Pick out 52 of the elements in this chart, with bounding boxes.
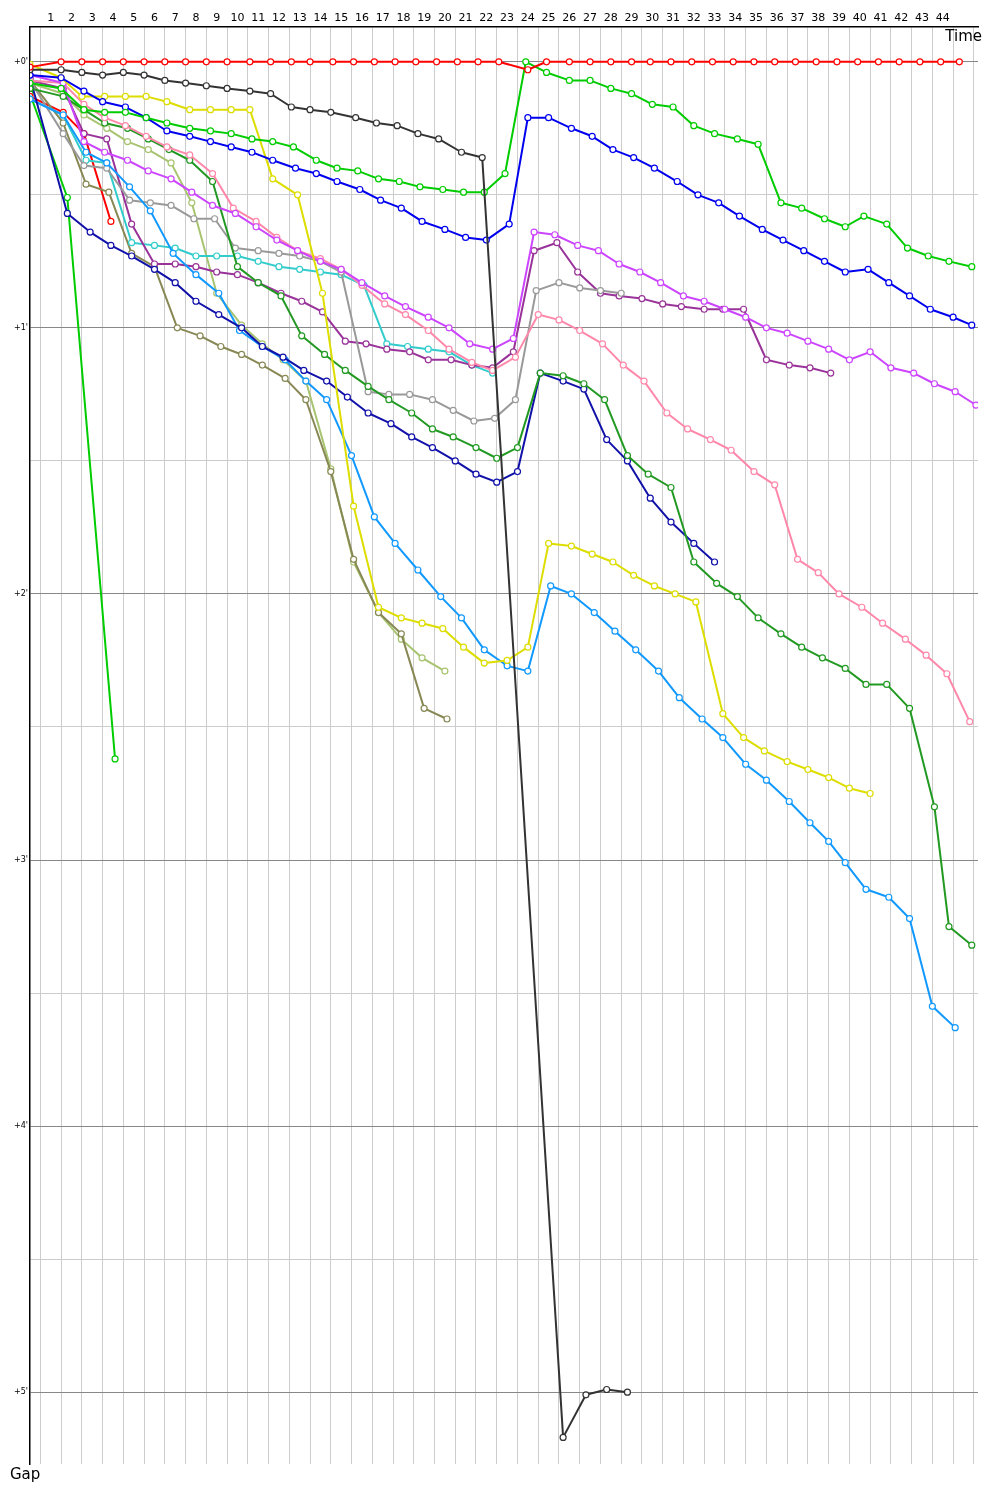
x-tick-label: 17 (375, 11, 390, 25)
x-tick-label: 19 (417, 11, 432, 25)
x-tick-label: 14 (313, 11, 328, 25)
x-tick-label: 37 (790, 11, 805, 25)
y-tick-label: +3' (13, 855, 28, 865)
x-tick-label: 40 (852, 11, 867, 25)
x-tick-label: 4 (109, 11, 117, 25)
y-tick-label: +2' (13, 589, 28, 599)
x-tick-label: 30 (645, 11, 660, 25)
x-tick-label: 43 (914, 11, 929, 25)
x-tick-label: 39 (832, 11, 847, 25)
x-tick-label: 10 (230, 11, 245, 25)
x-tick-label: 20 (437, 11, 452, 25)
x-tick-label: 7 (171, 11, 179, 25)
x-tick-label: 33 (707, 11, 722, 25)
x-tick-label: 22 (479, 11, 494, 25)
x-tick-label: 35 (749, 11, 764, 25)
x-tick-label: 44 (935, 11, 950, 25)
x-tick-label: 42 (894, 11, 909, 25)
x-tick-label: 41 (873, 11, 888, 25)
x-tick-label: 13 (292, 11, 307, 25)
x-tick-label: 1 (47, 11, 55, 25)
x-tick-label: 24 (520, 11, 535, 25)
x-tick-label: 3 (88, 11, 96, 25)
y-tick-label: +1' (13, 322, 28, 332)
x-tick-label: 25 (541, 11, 556, 25)
x-tick-label: 34 (728, 11, 743, 25)
x-tick-label: 38 (811, 11, 826, 25)
y-tick-label: +5' (13, 1387, 28, 1397)
x-tick-label: 8 (192, 11, 200, 25)
x-tick-label: 27 (583, 11, 598, 25)
y-tick-label: +4' (13, 1121, 28, 1131)
x-tick-label: 2 (67, 11, 75, 25)
x-tick-label: 32 (686, 11, 701, 25)
y-tick-label: +0' (13, 56, 28, 66)
x-tick-label: 29 (624, 11, 639, 25)
x-tick-label: 23 (500, 11, 515, 25)
x-tick-label: 15 (334, 11, 349, 25)
x-tick-label: 16 (354, 11, 369, 25)
x-tick-label: 36 (769, 11, 784, 25)
x-tick-label: 12 (271, 11, 286, 25)
x-axis-title: Time (944, 26, 982, 45)
x-tick-label: 21 (458, 11, 473, 25)
x-tick-label: 5 (130, 11, 138, 25)
x-tick-label: 28 (603, 11, 618, 25)
x-tick-label: 11 (251, 11, 266, 25)
y-axis-title: Gap (9, 1465, 41, 1484)
x-tick-label: 9 (213, 11, 221, 25)
x-tick-label: 6 (150, 11, 158, 25)
x-tick-label: 26 (562, 11, 577, 25)
x-tick-label: 31 (666, 11, 681, 25)
x-tick-label: 18 (396, 11, 411, 25)
